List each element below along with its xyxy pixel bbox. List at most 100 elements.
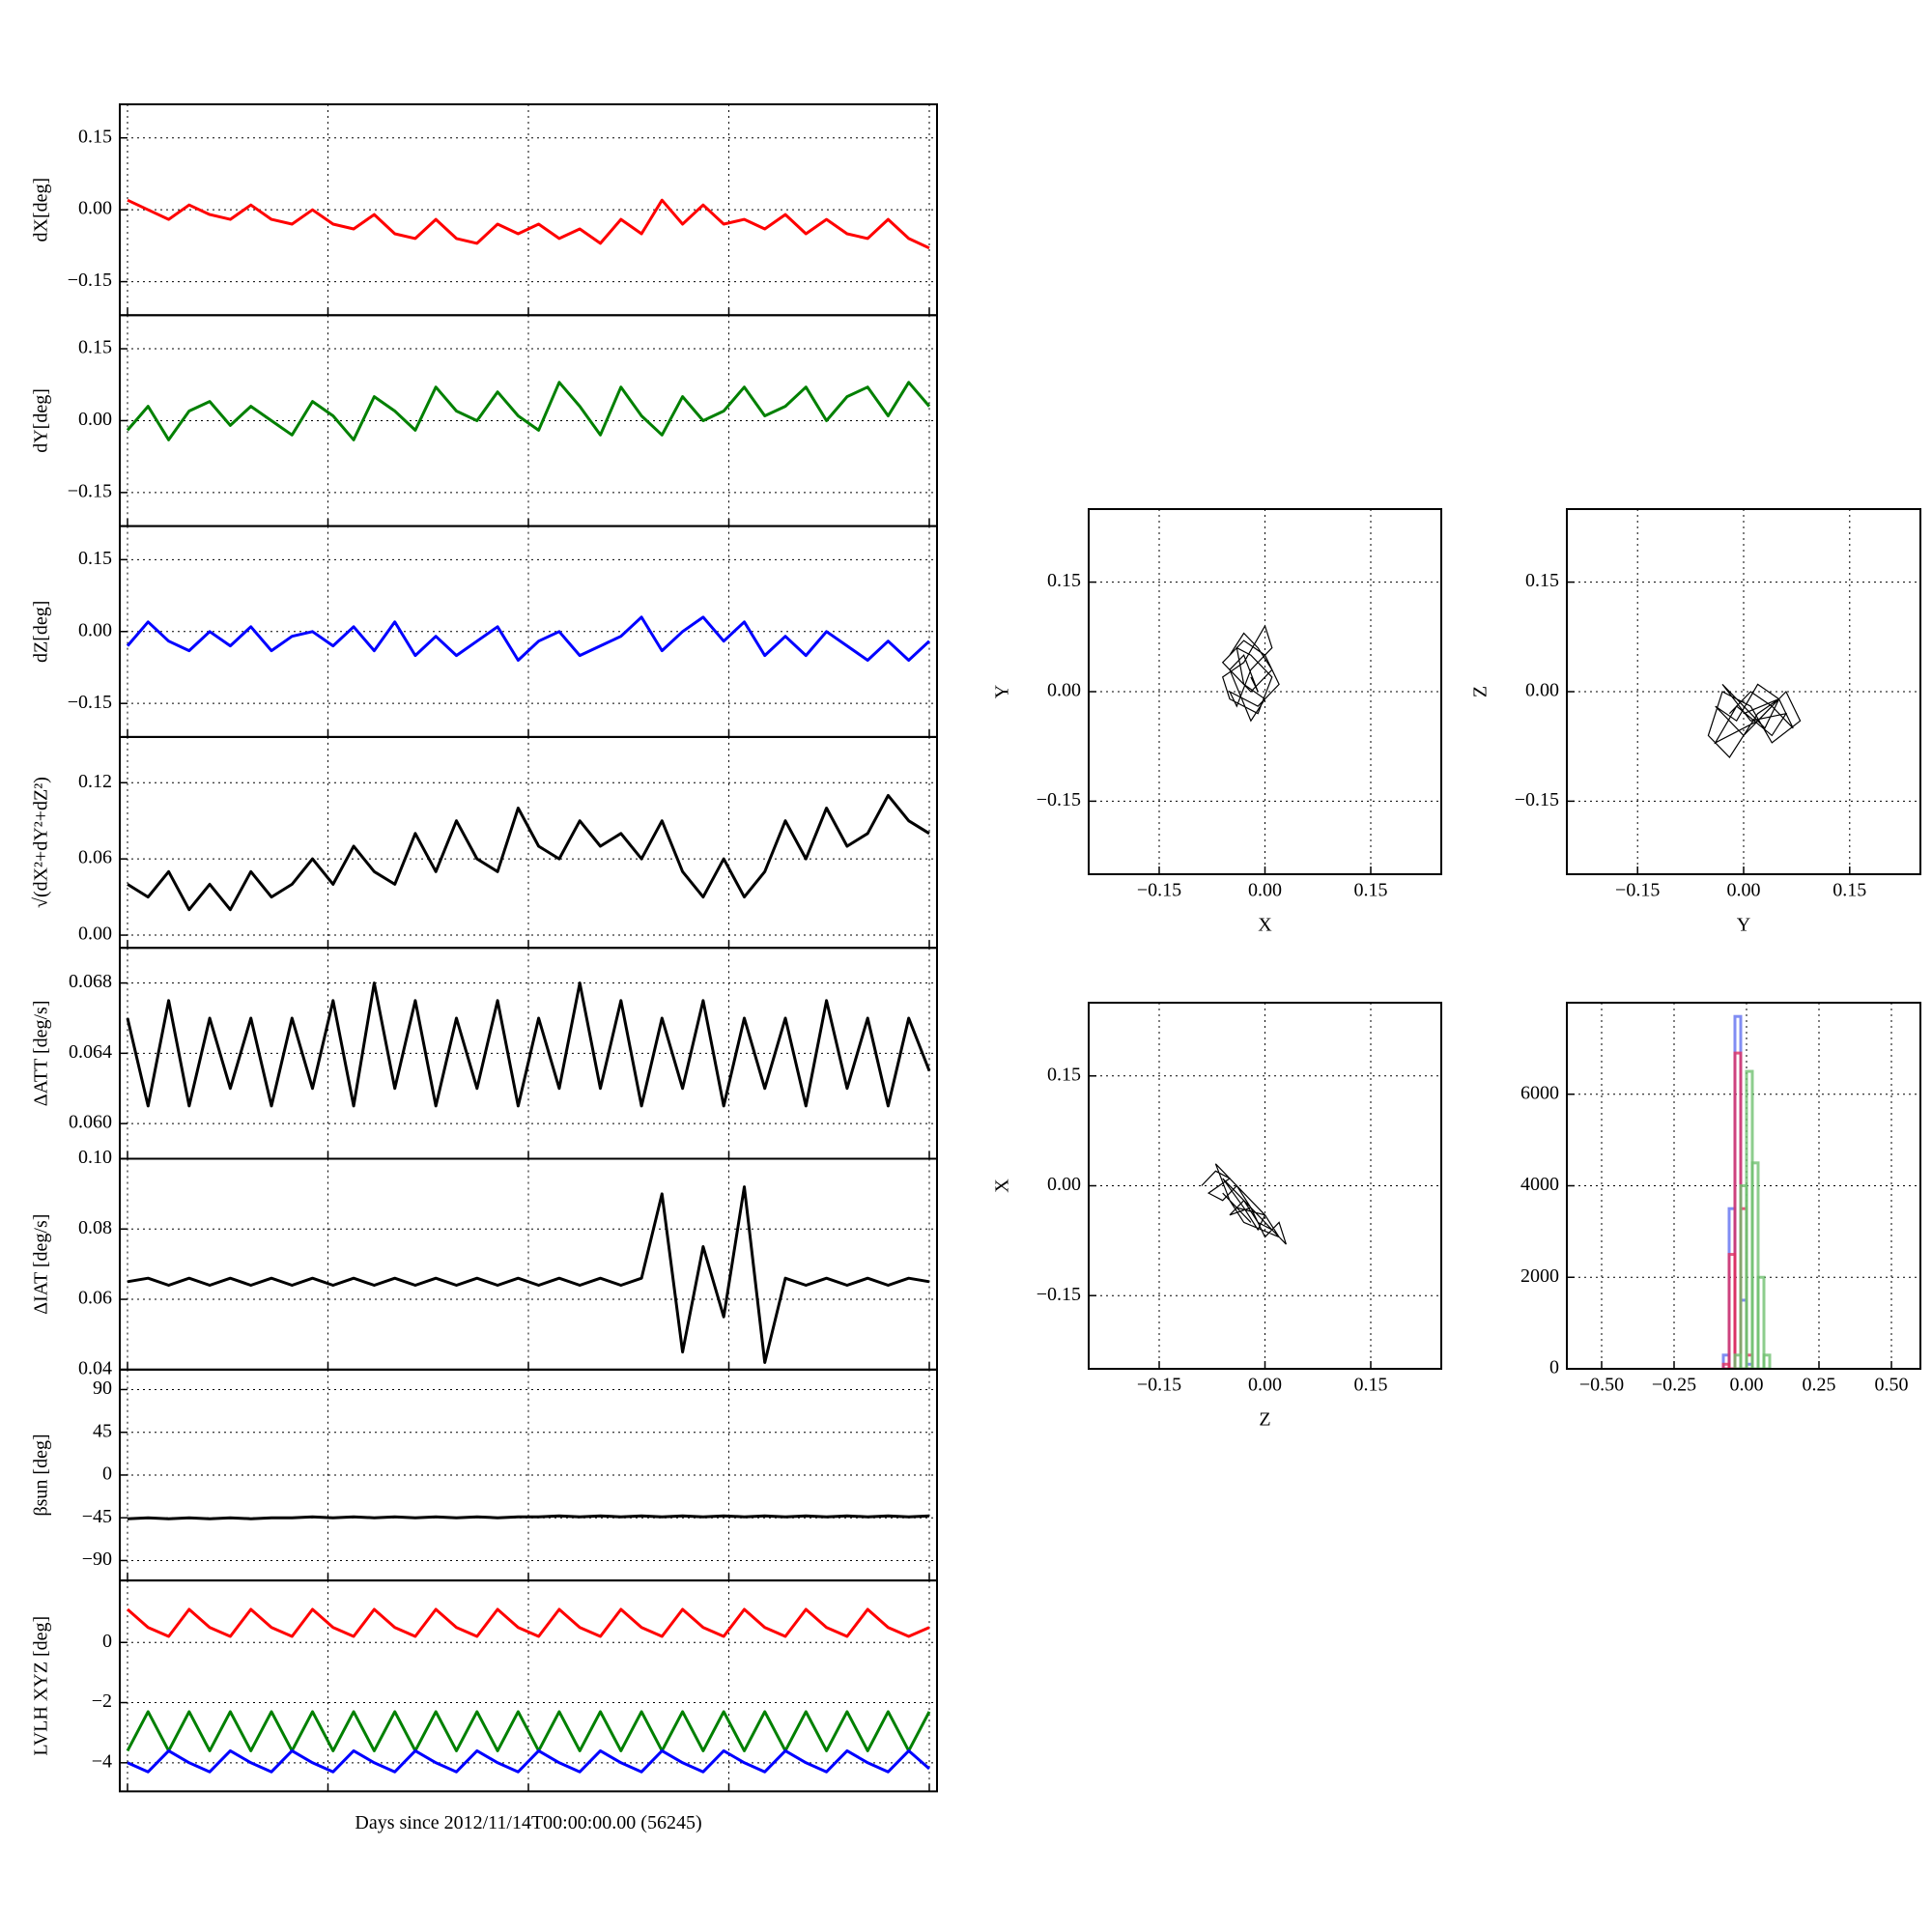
y-tick-label: 0.00 [78, 409, 112, 430]
panel: 0.00 0.06 0.12 √(dX²+dY²+dZ²) [31, 735, 938, 950]
y-tick-label: 2000 [1520, 1265, 1559, 1287]
x-tick-label: −0.25 [1652, 1375, 1696, 1396]
x-tick-label: 0.15 [1833, 880, 1866, 901]
y-tick-label: −0.15 [68, 480, 112, 501]
y-tick-label: 0.00 [78, 923, 112, 945]
y-tick-label: 0.15 [1047, 570, 1081, 591]
panel: −90 −45 0 45 90 βsun [deg] [31, 1368, 938, 1582]
y-tick-label: 0.15 [1047, 1064, 1081, 1085]
x-axis-label: Days since 2012/11/14T00:00:00.00 (56245… [355, 1812, 701, 1833]
y-tick-label: 0.08 [78, 1217, 112, 1238]
series-line [127, 793, 930, 912]
x-tick-label: 0.50 [1875, 1375, 1909, 1396]
plot-area [1707, 683, 1802, 758]
series-line [127, 1748, 930, 1774]
y-tick-label: 0 [1549, 1357, 1559, 1378]
panel: −0.15 0.00 0.15 dZ[deg] [31, 525, 938, 738]
scatter-trace [1201, 1163, 1287, 1245]
hist-bar [1756, 1275, 1766, 1369]
axes-frame [1088, 508, 1442, 875]
y-axis-label: X [992, 1179, 1013, 1193]
hist-bar [1750, 1161, 1760, 1369]
series-line [126, 1710, 931, 1752]
x-tick-label: 0.15 [1354, 1375, 1388, 1396]
plot-area [127, 1514, 930, 1520]
panel: 0 2000 4000 6000 −0.50 −0.25 0.00 0.25 0.50 [1520, 1002, 1921, 1396]
panel: 0.060 0.064 0.068 ΔATT [deg/s] [31, 947, 938, 1160]
y-tick-label: 0.06 [78, 847, 112, 868]
series-line [127, 1185, 930, 1364]
y-tick-label: 0.12 [78, 771, 112, 792]
plot-area [127, 1185, 930, 1364]
y-axis-label: ΔIAT [deg/s] [31, 1214, 52, 1315]
y-axis-label: Y [992, 685, 1013, 698]
series-line [127, 198, 930, 250]
series-line [126, 381, 931, 441]
y-axis-label: Z [1470, 686, 1492, 697]
x-tick-label: 0.00 [1248, 880, 1282, 901]
series-line [127, 1607, 930, 1638]
plot-area [126, 981, 931, 1108]
y-tick-label: 0 [102, 1463, 112, 1485]
x-tick-label: 0.00 [1248, 1375, 1282, 1396]
x-axis-label: Z [1259, 1409, 1270, 1431]
y-tick-label: 0.00 [78, 198, 112, 219]
x-tick-label: 0.00 [1730, 1375, 1764, 1396]
y-tick-label: 0.00 [1525, 680, 1559, 701]
y-axis-label: dY[deg] [31, 388, 52, 453]
plot-area [1721, 1014, 1772, 1369]
y-tick-label: 0.00 [1047, 680, 1081, 701]
y-axis-label: LVLH XYZ [deg] [31, 1616, 52, 1756]
y-axis-label: βsun [deg] [31, 1434, 52, 1516]
y-tick-label: 0.068 [69, 971, 112, 992]
y-tick-label: 0.064 [69, 1041, 112, 1063]
x-tick-label: −0.15 [1137, 880, 1181, 901]
y-tick-label: −0.15 [1037, 789, 1081, 810]
y-tick-label: 0.00 [78, 619, 112, 640]
y-tick-label: 0.04 [78, 1357, 112, 1378]
y-axis-label: ΔATT [deg/s] [31, 1000, 52, 1106]
y-tick-label: −0.15 [1037, 1284, 1081, 1305]
panel: −4 −2 0 LVLH XYZ [deg] Days since 2012/11/14… [31, 1579, 938, 1833]
y-tick-label: 0.15 [1525, 570, 1559, 591]
plot-area [1201, 1163, 1287, 1245]
x-tick-label: 0.15 [1354, 880, 1388, 901]
y-tick-label: 0.10 [78, 1147, 112, 1168]
y-tick-label: −2 [92, 1690, 112, 1712]
axes-frame [1566, 508, 1921, 875]
y-tick-label: 0.00 [1047, 1174, 1081, 1195]
panel: −0.15 0.00 0.15 −0.15 0.00 0.15 Z Y [1470, 508, 1921, 936]
x-tick-label: −0.50 [1579, 1375, 1624, 1396]
y-tick-label: 0.060 [69, 1112, 112, 1133]
axes-frame [1566, 1002, 1921, 1370]
panel: 0.04 0.06 0.08 0.10 ΔIAT [deg/s] [31, 1147, 938, 1378]
y-tick-label: 45 [93, 1420, 112, 1441]
y-tick-label: −90 [82, 1548, 112, 1570]
scatter-trace [1707, 683, 1802, 758]
scatter-trace [1221, 624, 1280, 723]
x-tick-label: −0.15 [1615, 880, 1660, 901]
y-tick-label: 4000 [1520, 1174, 1559, 1195]
y-axis-label: dZ[deg] [31, 601, 52, 663]
y-tick-label: 0.15 [78, 337, 112, 358]
y-tick-label: −0.15 [1515, 789, 1559, 810]
y-axis-label: dX[deg] [31, 178, 52, 242]
plot-area [126, 381, 931, 441]
panel: −0.15 0.00 0.15 −0.15 0.00 0.15 Y X [992, 508, 1442, 936]
y-tick-label: 90 [93, 1378, 112, 1399]
x-axis-label: X [1258, 915, 1272, 936]
axes-frame [119, 1579, 938, 1793]
y-tick-label: −45 [82, 1506, 112, 1527]
y-tick-label: 0.15 [78, 126, 112, 147]
y-tick-label: 6000 [1520, 1082, 1559, 1103]
plot-area [127, 198, 930, 250]
x-tick-label: −0.15 [1137, 1375, 1181, 1396]
y-axis-label: √(dX²+dY²+dZ²) [31, 777, 52, 908]
plot-area [126, 1607, 931, 1774]
panel: −0.15 0.00 0.15 −0.15 0.00 0.15 X Z [992, 1002, 1442, 1431]
y-tick-label: −0.15 [68, 270, 112, 291]
y-tick-label: 0.15 [78, 548, 112, 569]
y-tick-label: 0.06 [78, 1288, 112, 1309]
